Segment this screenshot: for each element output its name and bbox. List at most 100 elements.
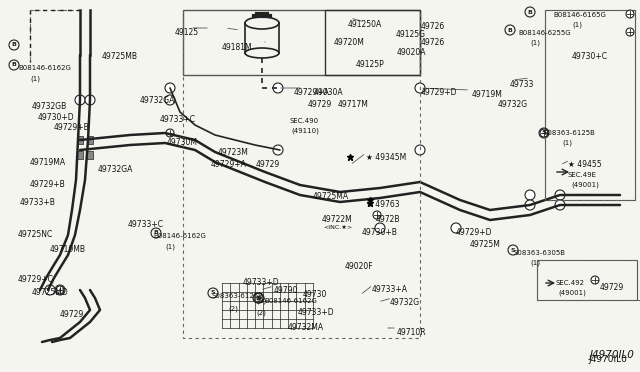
Text: 49125P: 49125P — [356, 60, 385, 69]
Text: B: B — [154, 231, 159, 235]
Text: 49125G: 49125G — [396, 30, 426, 39]
Text: 49730: 49730 — [303, 290, 328, 299]
Text: B: B — [12, 42, 17, 48]
Text: 49790: 49790 — [274, 286, 298, 295]
Text: 49733+C: 49733+C — [160, 115, 196, 124]
Text: 49730+B: 49730+B — [362, 228, 398, 237]
Text: 49729: 49729 — [308, 100, 332, 109]
Text: 49020A: 49020A — [397, 48, 426, 57]
Text: SEC.49E: SEC.49E — [568, 172, 597, 178]
Circle shape — [45, 285, 55, 295]
Text: 49730+C: 49730+C — [572, 52, 608, 61]
Text: 49729+D: 49729+D — [421, 88, 458, 97]
Text: 49732GA: 49732GA — [140, 96, 175, 105]
Text: S08363-6125B: S08363-6125B — [212, 293, 264, 299]
Text: B08146-6165G: B08146-6165G — [553, 12, 606, 18]
Text: (1): (1) — [530, 260, 540, 266]
Text: B08146-6162G: B08146-6162G — [264, 298, 317, 304]
Text: B: B — [527, 10, 532, 15]
Text: B: B — [257, 295, 261, 301]
Text: 49732G: 49732G — [498, 100, 528, 109]
Circle shape — [540, 129, 548, 137]
Text: 49729+B: 49729+B — [54, 123, 90, 132]
Text: B08146-6255G: B08146-6255G — [518, 30, 571, 36]
Text: 49030A: 49030A — [314, 88, 344, 97]
Text: (1): (1) — [30, 75, 40, 81]
Text: SEC.492: SEC.492 — [556, 280, 585, 286]
Bar — [183, 10, 420, 75]
Circle shape — [55, 285, 65, 295]
Text: B: B — [12, 62, 17, 67]
Circle shape — [273, 145, 283, 155]
Bar — [77, 151, 83, 159]
Text: (49001): (49001) — [558, 290, 586, 296]
Text: ★ 49345M: ★ 49345M — [366, 153, 406, 162]
Text: 49729+A: 49729+A — [211, 160, 247, 169]
Text: ★ 49763: ★ 49763 — [366, 200, 399, 209]
Text: 49726: 49726 — [421, 22, 445, 31]
Text: 49719MB: 49719MB — [50, 245, 86, 254]
Text: B: B — [508, 28, 513, 32]
Circle shape — [375, 223, 385, 233]
Text: B: B — [255, 295, 260, 301]
Text: 49719M: 49719M — [472, 90, 503, 99]
Bar — [545, 10, 635, 200]
Text: 49181M: 49181M — [222, 43, 253, 52]
Text: 49730M: 49730M — [167, 138, 198, 147]
Circle shape — [56, 286, 64, 294]
Text: 49729+B: 49729+B — [30, 180, 66, 189]
Text: 49725M: 49725M — [470, 240, 501, 249]
Text: (1): (1) — [165, 243, 175, 250]
Text: ★ 49455: ★ 49455 — [568, 160, 602, 169]
Text: (49001): (49001) — [571, 182, 599, 189]
Text: (49110): (49110) — [291, 128, 319, 135]
Circle shape — [626, 10, 634, 18]
Text: 49710R: 49710R — [397, 328, 427, 337]
Text: <INC.★>: <INC.★> — [323, 225, 352, 230]
Circle shape — [165, 95, 175, 105]
Circle shape — [555, 190, 565, 200]
Bar — [325, 10, 420, 75]
Text: (1): (1) — [572, 22, 582, 29]
Text: 49720M: 49720M — [334, 38, 365, 47]
Text: J4970IL0: J4970IL0 — [590, 350, 635, 360]
Text: J4970IL0: J4970IL0 — [588, 355, 627, 364]
Circle shape — [415, 83, 425, 93]
Text: 49733+D: 49733+D — [243, 278, 280, 287]
Text: 49729+C: 49729+C — [18, 275, 54, 284]
Text: S08363-6125B: S08363-6125B — [544, 130, 596, 136]
Text: 49725MA: 49725MA — [313, 192, 349, 201]
Circle shape — [555, 200, 565, 210]
Text: 49722M: 49722M — [322, 215, 353, 224]
Text: 49732GB: 49732GB — [32, 102, 67, 111]
Circle shape — [591, 276, 599, 284]
Bar — [87, 136, 93, 144]
Text: (B): (B) — [256, 298, 266, 305]
Text: S: S — [541, 131, 547, 135]
Text: S: S — [211, 291, 215, 295]
Circle shape — [525, 200, 535, 210]
Text: B08146-6162G: B08146-6162G — [18, 65, 71, 71]
Circle shape — [626, 28, 634, 36]
Circle shape — [273, 83, 283, 93]
Text: (1): (1) — [562, 140, 572, 147]
Text: 49733+B: 49733+B — [20, 198, 56, 207]
Text: 49729: 49729 — [600, 283, 624, 292]
Text: (2): (2) — [256, 310, 266, 317]
Circle shape — [415, 145, 425, 155]
Text: 49733: 49733 — [510, 80, 534, 89]
Circle shape — [85, 95, 95, 105]
Text: 49729+A: 49729+A — [294, 88, 330, 97]
Text: (2): (2) — [228, 305, 238, 311]
Text: 49729+D: 49729+D — [456, 228, 493, 237]
Bar — [87, 151, 93, 159]
Text: 49732G: 49732G — [390, 298, 420, 307]
Text: 491250A: 491250A — [348, 20, 382, 29]
Text: 49717M: 49717M — [338, 100, 369, 109]
Text: 49732GA: 49732GA — [98, 165, 133, 174]
Bar — [77, 136, 83, 144]
Circle shape — [75, 95, 85, 105]
Text: 49733+C: 49733+C — [128, 220, 164, 229]
Text: SEC.490: SEC.490 — [289, 118, 318, 124]
Text: 49729: 49729 — [256, 160, 280, 169]
